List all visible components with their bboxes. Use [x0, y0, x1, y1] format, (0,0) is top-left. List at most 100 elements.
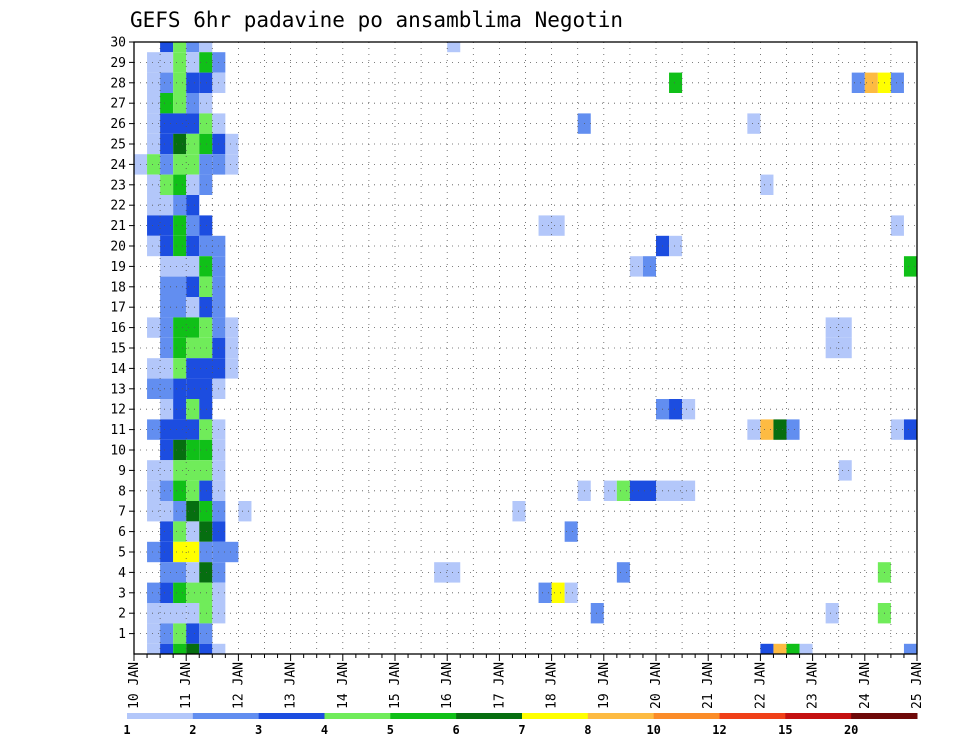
heatmap-cell	[186, 562, 200, 583]
heatmap-cell	[173, 623, 187, 644]
y-tick-label: 1	[118, 627, 126, 642]
heatmap-cell	[173, 582, 187, 603]
heatmap-cell	[186, 297, 200, 318]
y-tick-label: 2	[118, 607, 126, 622]
legend-label: 3	[255, 723, 262, 737]
heatmap-cell	[864, 72, 878, 93]
y-tick-label: 24	[110, 158, 126, 173]
grid-lines	[134, 42, 917, 654]
heatmap-cell	[799, 643, 813, 654]
y-tick-label: 17	[110, 301, 126, 316]
heatmap-cell	[147, 133, 161, 155]
x-tick-label: 15 JAN	[388, 662, 403, 709]
legend-swatch	[851, 713, 918, 719]
heatmap-cell	[199, 133, 213, 155]
heatmap-cell	[199, 52, 213, 73]
heatmap-cell	[199, 215, 213, 236]
heatmap-cell	[173, 133, 187, 155]
heatmap-cell	[760, 643, 774, 654]
y-tick-label: 26	[110, 117, 126, 132]
y-tick-label: 16	[110, 321, 126, 336]
heatmap-cell	[199, 562, 213, 583]
x-tick-label: 12 JAN	[231, 662, 246, 709]
heatmap-cell	[186, 276, 200, 297]
heatmap-cell	[851, 72, 865, 93]
heatmap-cell	[147, 235, 161, 257]
heatmap-cell	[173, 439, 187, 461]
heatmap-cell	[656, 480, 696, 501]
heatmap-cell	[225, 358, 239, 379]
x-tick-label: 13 JAN	[284, 662, 299, 709]
heatmap-cell	[786, 643, 800, 654]
heatmap-cell	[186, 501, 200, 522]
heatmap-cell	[160, 501, 174, 522]
heatmap-cell	[160, 399, 174, 420]
y-tick-label: 23	[110, 178, 126, 193]
heatmap-cell	[629, 256, 643, 277]
x-tick-label: 16 JAN	[440, 662, 455, 709]
heatmap-cell	[160, 174, 174, 195]
heatmap-cell	[147, 623, 161, 644]
heatmap-cell	[160, 562, 187, 583]
heatmap-cell	[147, 460, 174, 481]
y-tick-label: 28	[110, 76, 126, 91]
y-tick-label: 29	[110, 56, 126, 71]
heatmap-cell	[186, 195, 200, 216]
heatmap-cell	[160, 72, 174, 93]
heatmap-cell	[199, 297, 213, 318]
heatmap-cell	[564, 521, 578, 542]
heatmap-cell	[147, 72, 161, 93]
legend-swatch	[653, 713, 720, 719]
heatmap-cell	[160, 276, 187, 297]
legend-label: 6	[453, 723, 460, 737]
x-tick-label: 10 JAN	[127, 662, 142, 709]
y-tick-label: 25	[110, 138, 126, 153]
heatmap-cell	[186, 603, 200, 624]
heatmap-cells	[134, 42, 917, 654]
heatmap-cell	[147, 358, 174, 379]
heatmap-cell	[186, 643, 200, 654]
heatmap-cell	[590, 603, 604, 624]
x-tick-label: 17 JAN	[492, 662, 507, 709]
heatmap-cell	[747, 419, 761, 440]
heatmap-cell	[199, 439, 213, 461]
y-tick-label: 30	[110, 36, 126, 51]
y-tick-label: 3	[118, 586, 126, 601]
heatmap-cell	[160, 439, 174, 461]
heatmap-cell	[160, 337, 174, 359]
y-tick-label: 7	[118, 505, 126, 520]
heatmap-cell	[147, 643, 161, 654]
heatmap-cell	[173, 399, 187, 420]
heatmap-cell	[903, 643, 917, 654]
heatmap-cell	[199, 419, 213, 440]
x-tick-label: 23 JAN	[806, 662, 821, 709]
heatmap-cell	[173, 72, 187, 93]
heatmap-cell	[186, 399, 200, 420]
heatmap-cell	[147, 174, 161, 195]
legend-label: 20	[844, 723, 858, 737]
legend-swatch	[127, 713, 194, 719]
heatmap-cell	[173, 480, 187, 501]
x-tick-label: 18 JAN	[545, 662, 560, 709]
y-tick-label: 9	[118, 464, 126, 479]
heatmap-cell	[173, 42, 187, 53]
heatmap-cell	[616, 480, 630, 501]
y-tick-label: 8	[118, 484, 126, 499]
heatmap-cell	[760, 419, 774, 440]
heatmap-cell	[825, 603, 839, 624]
legend-swatch	[192, 713, 260, 719]
heatmap-cell	[186, 582, 213, 603]
heatmap-cell	[199, 623, 213, 644]
legend-label: 2	[189, 723, 196, 737]
legend-swatch	[522, 713, 589, 719]
heatmap-cell	[173, 174, 187, 195]
heatmap-cell	[225, 317, 239, 338]
heatmap-cell	[199, 399, 213, 420]
heatmap-cell	[160, 113, 200, 134]
legend-swatch	[390, 713, 457, 719]
y-tick-label: 13	[110, 382, 126, 397]
heatmap-cell	[199, 480, 213, 501]
legend-label: 8	[584, 723, 591, 737]
heatmap-cell	[538, 215, 565, 236]
y-tick-label: 6	[118, 525, 126, 540]
